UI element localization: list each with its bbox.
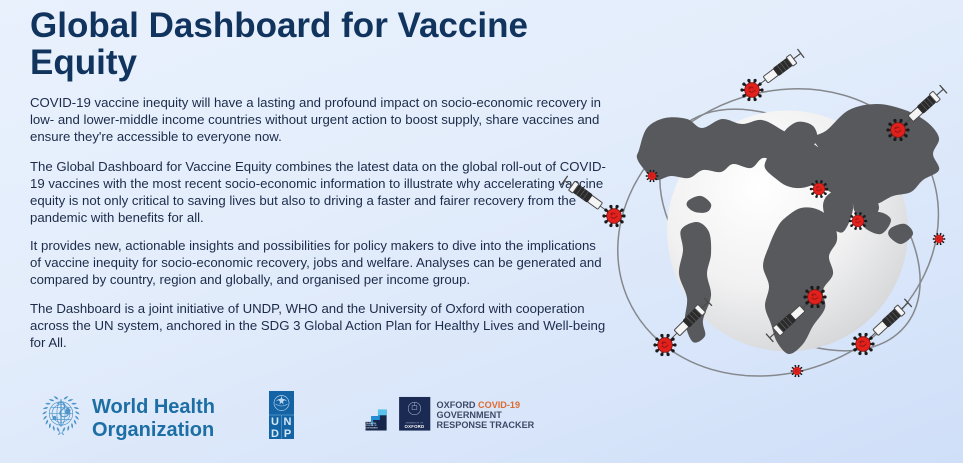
- svg-text:OXFORD: OXFORD: [405, 424, 425, 429]
- svg-text:P: P: [284, 428, 291, 439]
- svg-text:GOVERNMENT: GOVERNMENT: [437, 410, 503, 420]
- svg-text:U: U: [271, 416, 279, 428]
- svg-text:RESPONSE TRACKER: RESPONSE TRACKER: [437, 420, 535, 430]
- svg-text:D: D: [271, 428, 279, 439]
- svg-text:SCHOOL OF: SCHOOL OF: [366, 425, 378, 427]
- svg-text:N: N: [284, 416, 292, 428]
- svg-text:GOVERNMENT: GOVERNMENT: [364, 428, 378, 430]
- svg-text:OXFORD COVID-19: OXFORD COVID-19: [437, 400, 521, 410]
